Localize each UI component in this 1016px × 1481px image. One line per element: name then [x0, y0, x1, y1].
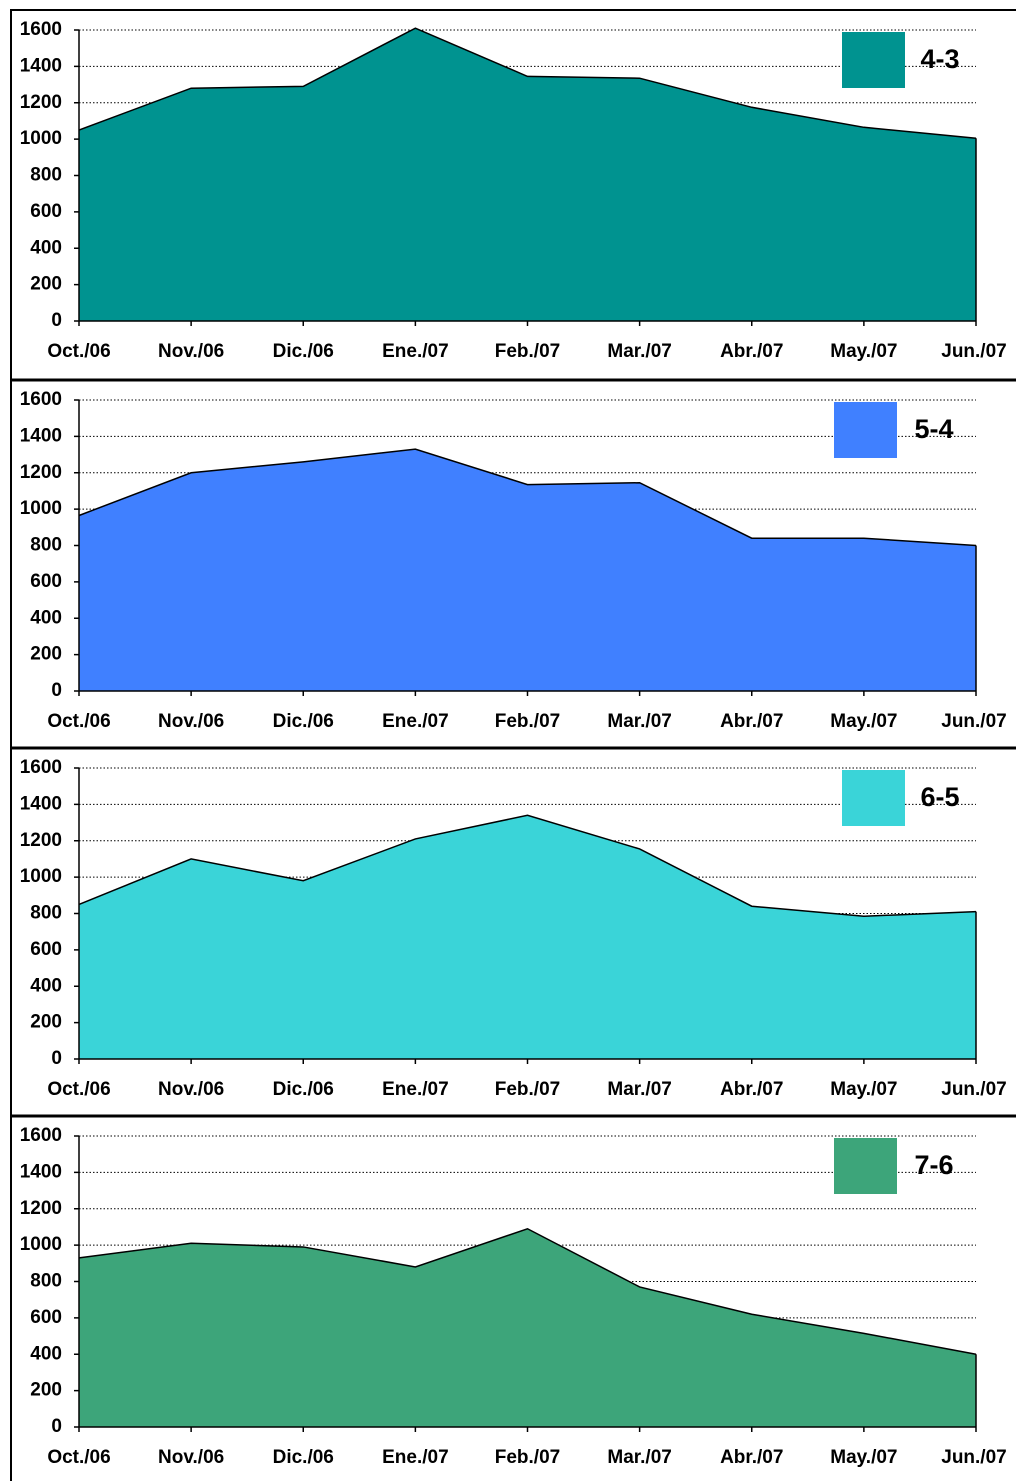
x-tick-label: Mar./07	[607, 1447, 671, 1468]
y-tick-label: 1600	[20, 757, 62, 778]
y-tick-label: 400	[30, 237, 62, 258]
y-tick-label: 1400	[20, 55, 62, 76]
y-tick-label: 800	[30, 165, 62, 186]
area-line	[78, 448, 977, 547]
x-tick-label: Mar./07	[607, 341, 671, 362]
y-tick-label: 200	[30, 644, 62, 665]
area-fill	[79, 449, 976, 691]
area-line	[78, 1227, 977, 1355]
x-tick-label: Mar./07	[607, 711, 671, 732]
y-tick-label: 600	[30, 1307, 62, 1328]
x-tick-label: Dic./06	[273, 341, 334, 362]
y-tick-label: 400	[30, 607, 62, 628]
y-tick-label: 1400	[20, 793, 62, 814]
y-tick-label: 1400	[20, 1161, 62, 1182]
x-tick-label: Oct./06	[47, 1447, 110, 1468]
x-tick-label: Abr./07	[720, 341, 783, 362]
x-tick-label: Jun./07	[941, 1079, 1006, 1100]
y-tick-label: 1600	[20, 1125, 62, 1146]
y-tick-label: 1000	[20, 498, 62, 519]
area-fill	[79, 28, 976, 322]
x-tick-label: Abr./07	[720, 711, 783, 732]
x-tick-label: Dic./06	[273, 1447, 334, 1468]
y-tick-label: 400	[30, 975, 62, 996]
legend-label: 7-6	[914, 1150, 953, 1180]
x-tick-label: May./07	[830, 1079, 897, 1100]
x-tick-label: Ene./07	[382, 1079, 449, 1100]
x-tick-label: Dic./06	[273, 1079, 334, 1100]
area-line	[78, 27, 977, 139]
x-tick-label: Oct./06	[47, 341, 110, 362]
legend-label: 4-3	[920, 44, 959, 74]
page-frame	[10, 9, 1016, 1481]
y-tick-label: 800	[30, 1271, 62, 1292]
x-tick-label: Dic./06	[273, 711, 334, 732]
x-tick-label: Ene./07	[382, 341, 449, 362]
y-tick-label: 400	[30, 1343, 62, 1364]
y-tick-label: 1200	[20, 92, 62, 113]
legend-swatch	[834, 402, 897, 458]
y-tick-label: 0	[51, 1048, 62, 1069]
area-line	[78, 814, 977, 917]
x-tick-label: Feb./07	[495, 711, 560, 732]
legend-swatch	[834, 1138, 897, 1194]
legend-swatch	[842, 32, 905, 88]
y-tick-label: 1400	[20, 425, 62, 446]
y-tick-label: 1200	[20, 1198, 62, 1219]
legend-label: 5-4	[914, 414, 953, 444]
y-tick-label: 200	[30, 1012, 62, 1033]
y-tick-label: 1200	[20, 830, 62, 851]
x-tick-label: Jun./07	[941, 341, 1006, 362]
y-tick-label: 600	[30, 201, 62, 222]
x-tick-label: Nov./06	[158, 1079, 224, 1100]
y-tick-label: 1000	[20, 1234, 62, 1255]
y-tick-label: 1200	[20, 462, 62, 483]
area-fill	[79, 815, 976, 1059]
x-tick-label: Abr./07	[720, 1447, 783, 1468]
x-tick-label: Feb./07	[495, 341, 560, 362]
x-tick-label: Jun./07	[941, 711, 1006, 732]
y-tick-label: 1000	[20, 128, 62, 149]
y-tick-label: 200	[30, 1380, 62, 1401]
y-tick-label: 0	[51, 680, 62, 701]
y-tick-label: 0	[51, 1416, 62, 1437]
x-tick-label: Feb./07	[495, 1447, 560, 1468]
x-tick-label: Nov./06	[158, 711, 224, 732]
x-tick-label: Nov./06	[158, 1447, 224, 1468]
legend-swatch	[842, 770, 905, 826]
area-fill	[79, 1228, 976, 1427]
x-tick-label: Nov./06	[158, 341, 224, 362]
y-tick-label: 800	[30, 535, 62, 556]
y-tick-label: 1600	[20, 19, 62, 40]
x-tick-label: Oct./06	[47, 711, 110, 732]
x-tick-label: May./07	[830, 341, 897, 362]
y-tick-label: 600	[30, 939, 62, 960]
x-tick-label: Ene./07	[382, 1447, 449, 1468]
y-tick-label: 600	[30, 571, 62, 592]
x-tick-label: Mar./07	[607, 1079, 671, 1100]
x-tick-label: May./07	[830, 1447, 897, 1468]
x-tick-label: Ene./07	[382, 711, 449, 732]
x-tick-label: Feb./07	[495, 1079, 560, 1100]
y-tick-label: 1600	[20, 389, 62, 410]
y-tick-label: 200	[30, 274, 62, 295]
x-tick-label: Abr./07	[720, 1079, 783, 1100]
y-tick-label: 1000	[20, 866, 62, 887]
x-tick-label: Oct./06	[47, 1079, 110, 1100]
y-tick-label: 0	[51, 310, 62, 331]
y-tick-label: 800	[30, 903, 62, 924]
x-tick-label: Jun./07	[941, 1447, 1006, 1468]
legend-label: 6-5	[920, 782, 959, 812]
x-tick-label: May./07	[830, 711, 897, 732]
